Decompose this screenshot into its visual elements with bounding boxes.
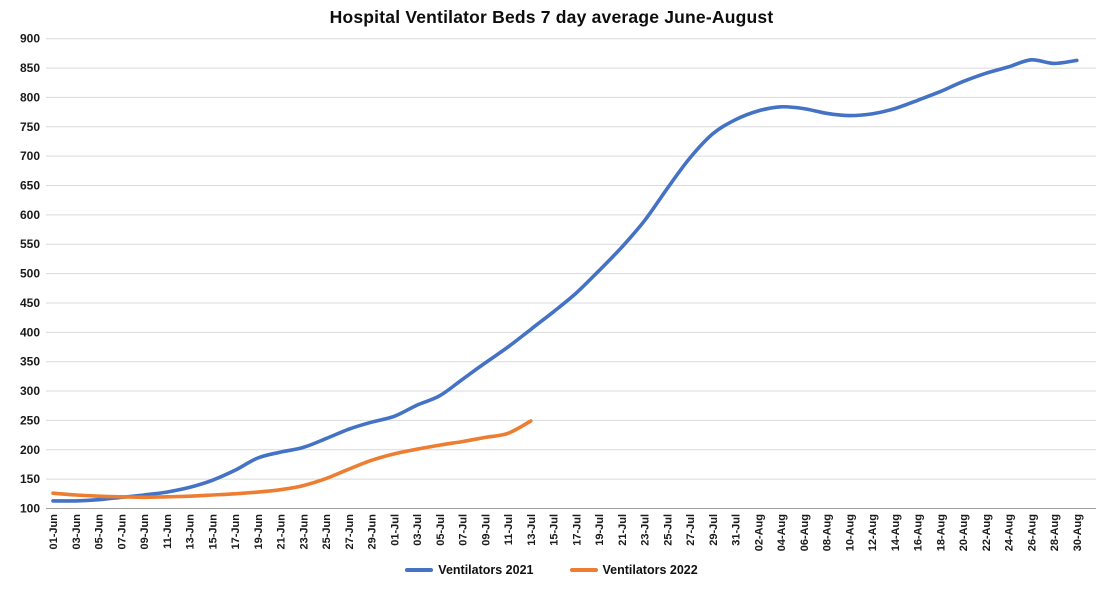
y-axis-tick-label: 800 <box>20 90 40 104</box>
chart-title: Hospital Ventilator Beds 7 day average J… <box>329 7 774 27</box>
x-axis-tick-label: 29-Jul <box>708 514 720 546</box>
x-axis-tick-label: 09-Jul <box>480 514 492 546</box>
legend-line-swatch-2022 <box>569 568 598 572</box>
x-axis-tick-label: 05-Jul <box>435 514 447 546</box>
x-axis-tick-label: 08-Aug <box>822 514 834 551</box>
y-axis-tick-label: 300 <box>20 384 40 398</box>
x-axis-tick-label: 17-Jun <box>230 514 242 550</box>
x-axis-tick-label: 01-Jul <box>389 514 401 546</box>
x-axis-tick-label: 15-Jul <box>549 514 561 546</box>
y-axis-tick-label: 450 <box>20 296 40 310</box>
x-axis-tick-label: 15-Jun <box>207 514 219 550</box>
x-axis-tick-label: 24-Aug <box>1004 514 1016 551</box>
x-axis-tick-label: 20-Aug <box>958 514 970 551</box>
x-axis-tick-label: 14-Aug <box>890 514 902 551</box>
y-axis-tick-label: 400 <box>20 325 40 339</box>
x-axis-tick-label: 29-Jun <box>367 514 379 550</box>
y-axis-tick-label: 650 <box>20 179 40 193</box>
legend-label-2021: Ventilators 2021 <box>438 563 534 577</box>
x-axis-tick-label: 17-Jul <box>571 514 583 546</box>
x-axis-tick-label: 16-Aug <box>913 514 925 551</box>
x-axis-tick-label: 18-Aug <box>935 514 947 551</box>
x-axis-tick-label: 02-Aug <box>753 514 765 551</box>
series-line-ventilators-2021 <box>51 57 1079 503</box>
x-axis-tick-label: 25-Jul <box>662 514 674 546</box>
x-axis-tick-label: 22-Aug <box>981 514 993 551</box>
x-axis-tick-label: 11-Jul <box>503 514 515 545</box>
x-axis-tick-label: 30-Aug <box>1072 514 1084 551</box>
x-axis-tick-label: 07-Jun <box>116 514 128 550</box>
y-axis-tick-label: 750 <box>20 120 40 134</box>
y-axis-tick-label: 100 <box>20 502 40 516</box>
x-axis-tick-label: 19-Jun <box>253 514 265 550</box>
legend-line-swatch-2021 <box>405 568 434 572</box>
y-axis-tick-label: 200 <box>20 443 40 457</box>
x-axis-tick-label: 27-Jul <box>685 514 697 546</box>
y-axis-tick-label: 500 <box>20 267 40 281</box>
x-axis-tick-label: 19-Jul <box>594 514 606 546</box>
x-axis-tick-label: 05-Jun <box>94 514 106 550</box>
legend-item-ventilators-2022: Ventilators 2022 <box>569 563 698 577</box>
x-axis-tick-label: 03-Jul <box>412 514 424 546</box>
legend: Ventilators 2021 Ventilators 2022 <box>0 563 1103 577</box>
y-axis-tick-label: 850 <box>20 61 40 75</box>
x-axis-tick-label: 23-Jul <box>640 514 652 546</box>
y-axis-tick-label: 600 <box>20 208 40 222</box>
x-axis-tick-label: 31-Jul <box>731 514 743 546</box>
legend-item-ventilators-2021: Ventilators 2021 <box>405 563 534 577</box>
x-axis-tick-label: 10-Aug <box>844 514 856 551</box>
y-axis-tick-label: 900 <box>20 32 40 46</box>
x-axis-tick-label: 28-Aug <box>1049 514 1061 551</box>
x-axis-tick-label: 21-Jul <box>617 514 629 546</box>
y-axis-tick-label: 550 <box>20 237 40 251</box>
x-axis-tick-label: 13-Jul <box>526 514 538 546</box>
x-axis-tick-label: 27-Jun <box>344 514 356 550</box>
x-axis-tick-label: 23-Jun <box>298 514 310 550</box>
y-axis-tick-label: 250 <box>20 413 40 427</box>
x-axis-tick-label: 03-Jun <box>71 514 83 550</box>
x-axis-tick-label: 12-Aug <box>867 514 879 551</box>
x-axis-tick-label: 04-Aug <box>776 514 788 551</box>
y-axis-tick-label: 350 <box>20 355 40 369</box>
x-axis-tick-label: 25-Jun <box>321 514 333 550</box>
x-axis-tick-label: 09-Jun <box>139 514 151 550</box>
x-axis-tick-label: 07-Jul <box>458 514 470 546</box>
x-axis-tick-label: 13-Jun <box>185 514 197 550</box>
x-axis-tick-label: 01-Jun <box>48 514 60 550</box>
x-axis-tick-label: 21-Jun <box>276 514 288 550</box>
y-axis-tick-label: 700 <box>20 149 40 163</box>
legend-label-2022: Ventilators 2022 <box>602 563 698 577</box>
x-axis-tick-label: 11-Jun <box>162 514 174 549</box>
series-line-ventilators-2022 <box>51 419 533 500</box>
x-axis-tick-label: 06-Aug <box>799 514 811 551</box>
x-axis-tick-label: 26-Aug <box>1026 514 1038 551</box>
y-axis-tick-label: 150 <box>20 472 40 486</box>
